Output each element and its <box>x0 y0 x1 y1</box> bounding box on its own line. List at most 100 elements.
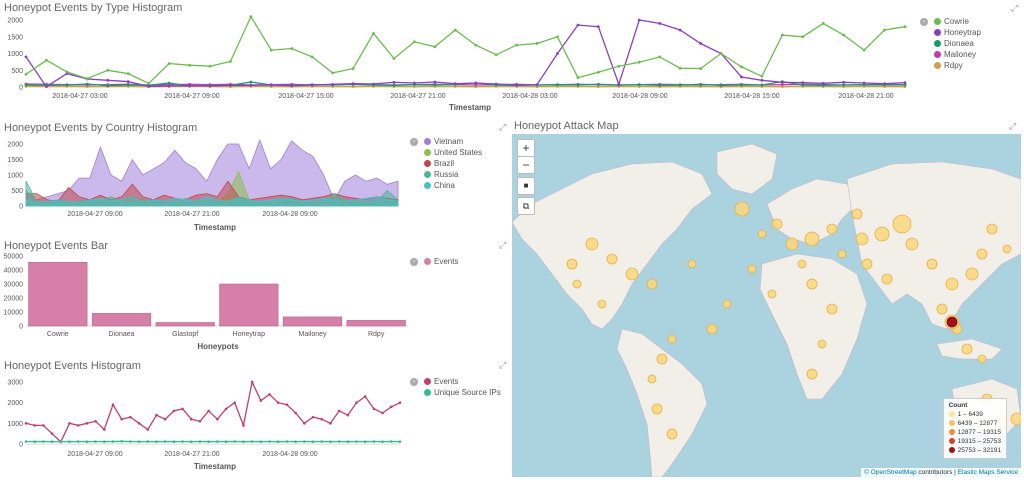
data-point[interactable] <box>65 70 69 74</box>
attack-marker[interactable] <box>965 267 979 281</box>
data-point[interactable] <box>147 81 151 85</box>
data-point[interactable] <box>216 440 219 443</box>
data-point[interactable] <box>229 60 232 63</box>
data-point[interactable] <box>50 440 54 444</box>
data-point[interactable] <box>637 83 641 87</box>
data-point[interactable] <box>120 440 123 443</box>
data-point[interactable] <box>65 83 69 87</box>
data-point[interactable] <box>268 440 271 443</box>
data-point[interactable] <box>146 428 150 431</box>
data-point[interactable] <box>372 32 375 35</box>
data-point[interactable] <box>68 440 71 444</box>
legend-item[interactable]: Russia <box>410 169 482 180</box>
data-point[interactable] <box>637 18 641 22</box>
legend-item[interactable]: Dionaea <box>920 38 981 49</box>
attack-map[interactable]: + − ■ ⧉ Count 1 – 6439 6439 – 12877 12877 … <box>512 134 1021 477</box>
attack-marker[interactable] <box>1010 412 1021 426</box>
data-point[interactable] <box>760 83 764 87</box>
data-point[interactable] <box>303 422 306 425</box>
data-point[interactable] <box>392 83 396 87</box>
attack-marker[interactable] <box>606 253 618 265</box>
bar[interactable] <box>346 320 406 327</box>
attack-marker[interactable] <box>986 223 998 235</box>
data-point[interactable] <box>576 23 580 27</box>
data-point[interactable] <box>24 440 28 443</box>
data-point[interactable] <box>760 78 764 82</box>
data-point[interactable] <box>474 43 478 47</box>
data-point[interactable] <box>355 440 358 443</box>
data-point[interactable] <box>535 42 539 45</box>
data-point[interactable] <box>331 82 335 86</box>
data-point[interactable] <box>337 440 341 443</box>
data-point[interactable] <box>903 81 907 85</box>
bar[interactable] <box>28 261 88 327</box>
data-point[interactable] <box>494 82 498 86</box>
data-point[interactable] <box>780 80 784 84</box>
attack-marker[interactable] <box>566 258 578 270</box>
data-point[interactable] <box>821 81 825 85</box>
data-point[interactable] <box>250 440 254 443</box>
bar[interactable] <box>282 316 343 327</box>
data-point[interactable] <box>85 82 89 86</box>
data-point[interactable] <box>381 440 384 444</box>
data-point[interactable] <box>474 83 478 87</box>
attack-marker[interactable] <box>881 273 893 285</box>
data-point[interactable] <box>699 42 702 45</box>
attack-marker[interactable] <box>767 289 777 299</box>
data-point[interactable] <box>372 440 376 443</box>
data-point[interactable] <box>189 440 193 444</box>
data-point[interactable] <box>188 63 191 67</box>
data-point[interactable] <box>294 440 297 444</box>
legend-toggle-icon[interactable]: › <box>920 17 928 26</box>
data-point[interactable] <box>412 40 416 44</box>
bar[interactable] <box>155 322 215 327</box>
data-point[interactable] <box>801 35 805 39</box>
data-point[interactable] <box>883 28 886 32</box>
data-point[interactable] <box>311 440 315 444</box>
data-point[interactable] <box>163 440 167 443</box>
data-point[interactable] <box>556 83 559 87</box>
data-point[interactable] <box>351 67 355 70</box>
data-point[interactable] <box>250 380 254 384</box>
legend-item[interactable]: › Cowrie <box>920 16 981 27</box>
data-point[interactable] <box>310 55 314 59</box>
expand-icon[interactable]: ⤢ <box>499 240 507 250</box>
data-point[interactable] <box>363 395 367 398</box>
data-point[interactable] <box>412 81 416 85</box>
data-point[interactable] <box>433 80 437 84</box>
expand-icon[interactable]: ⤢ <box>1011 3 1019 13</box>
zoom-in-button[interactable]: + <box>517 139 535 157</box>
world-map[interactable] <box>512 134 1021 477</box>
data-point[interactable] <box>207 440 210 444</box>
data-point[interactable] <box>59 440 63 443</box>
data-point[interactable] <box>329 440 332 444</box>
data-point[interactable] <box>310 83 314 87</box>
data-point[interactable] <box>596 70 600 74</box>
zoom-out-button[interactable]: − <box>517 156 535 174</box>
attack-marker[interactable] <box>722 299 732 309</box>
attack-marker[interactable] <box>585 237 599 251</box>
attack-marker[interactable] <box>687 259 697 269</box>
data-point[interactable] <box>285 403 289 407</box>
data-point[interactable] <box>111 440 115 443</box>
data-point[interactable] <box>390 405 393 409</box>
data-point[interactable] <box>821 83 825 87</box>
legend-toggle-icon[interactable]: › <box>410 137 418 146</box>
data-point[interactable] <box>433 45 437 49</box>
data-point[interactable] <box>126 83 130 87</box>
data-point[interactable] <box>207 409 210 413</box>
legend-item[interactable]: › Events <box>410 376 501 387</box>
data-point[interactable] <box>42 424 45 427</box>
draw-rectangle-button[interactable]: ■ <box>517 177 535 195</box>
data-point[interactable] <box>821 21 825 25</box>
data-point[interactable] <box>276 401 280 404</box>
data-point[interactable] <box>106 68 110 72</box>
data-point[interactable] <box>780 85 784 89</box>
data-point[interactable] <box>453 28 457 32</box>
data-point[interactable] <box>120 417 123 421</box>
data-point[interactable] <box>801 81 805 85</box>
attack-marker[interactable] <box>667 334 677 344</box>
data-point[interactable] <box>617 82 621 86</box>
attack-marker[interactable] <box>817 339 827 349</box>
data-point[interactable] <box>842 83 846 87</box>
